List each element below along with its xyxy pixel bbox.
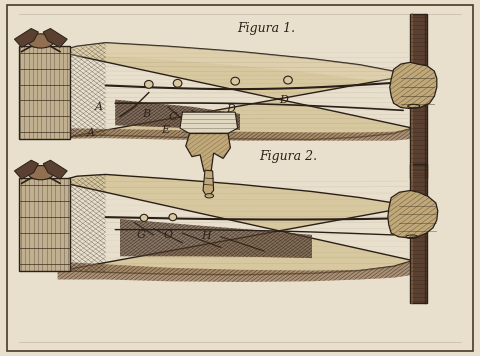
Polygon shape — [19, 46, 70, 139]
Ellipse shape — [169, 214, 177, 221]
Text: B: B — [143, 109, 150, 119]
Ellipse shape — [173, 79, 182, 87]
Text: Figura 1.: Figura 1. — [237, 22, 296, 35]
Ellipse shape — [205, 194, 214, 198]
Text: Figura 2.: Figura 2. — [259, 150, 317, 163]
Text: D: D — [226, 104, 235, 114]
Text: E: E — [162, 125, 169, 135]
Ellipse shape — [144, 80, 153, 88]
Text: O: O — [163, 230, 173, 240]
Text: H: H — [202, 231, 211, 241]
Polygon shape — [43, 160, 67, 179]
Polygon shape — [115, 100, 240, 130]
Polygon shape — [19, 178, 70, 271]
Polygon shape — [120, 219, 312, 258]
Polygon shape — [58, 43, 413, 85]
Polygon shape — [410, 164, 427, 303]
Polygon shape — [388, 190, 438, 238]
Text: A: A — [95, 102, 102, 112]
Polygon shape — [410, 14, 427, 178]
Text: G: G — [137, 230, 146, 240]
Polygon shape — [58, 43, 413, 140]
Polygon shape — [203, 170, 214, 195]
Polygon shape — [14, 28, 38, 47]
Ellipse shape — [28, 34, 54, 48]
Polygon shape — [186, 134, 230, 172]
Text: A: A — [87, 129, 95, 138]
Ellipse shape — [140, 214, 148, 221]
Ellipse shape — [28, 166, 54, 180]
Polygon shape — [58, 128, 413, 141]
Polygon shape — [180, 112, 238, 134]
Polygon shape — [43, 28, 67, 47]
Text: C: C — [168, 112, 177, 122]
Polygon shape — [390, 62, 437, 109]
Polygon shape — [58, 261, 413, 282]
Polygon shape — [58, 174, 413, 275]
Ellipse shape — [284, 76, 292, 84]
Polygon shape — [14, 160, 38, 179]
Ellipse shape — [231, 77, 240, 85]
Text: D: D — [279, 95, 288, 105]
